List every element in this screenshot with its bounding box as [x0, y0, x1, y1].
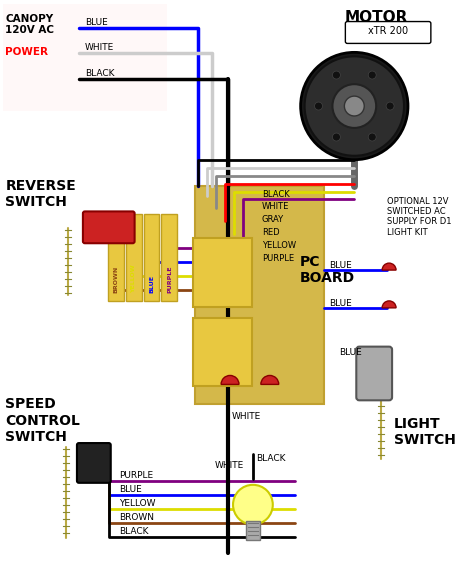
- Circle shape: [332, 71, 340, 79]
- Circle shape: [345, 96, 364, 116]
- Text: WHITE: WHITE: [215, 461, 245, 470]
- Text: BROWN: BROWN: [118, 513, 154, 521]
- Text: SPEED
CONTROL
SWITCH: SPEED CONTROL SWITCH: [5, 398, 80, 444]
- Circle shape: [305, 56, 404, 156]
- Text: BLUE: BLUE: [118, 485, 141, 494]
- FancyBboxPatch shape: [83, 211, 135, 243]
- Text: YELLOW: YELLOW: [131, 264, 136, 293]
- Text: BLACK: BLACK: [118, 527, 148, 536]
- Wedge shape: [382, 301, 396, 308]
- Text: PC
BOARD: PC BOARD: [300, 255, 355, 285]
- Text: WHITE: WHITE: [262, 202, 289, 211]
- FancyBboxPatch shape: [126, 214, 142, 301]
- Text: BLUE: BLUE: [85, 18, 108, 27]
- Text: BLUE: BLUE: [329, 261, 352, 270]
- Text: GRAY: GRAY: [262, 215, 284, 224]
- FancyBboxPatch shape: [162, 214, 177, 301]
- Text: BLACK: BLACK: [85, 69, 114, 78]
- Text: YELLOW: YELLOW: [118, 499, 155, 508]
- Text: BROWN: BROWN: [113, 266, 118, 293]
- Wedge shape: [221, 375, 239, 385]
- FancyBboxPatch shape: [356, 346, 392, 400]
- Text: BLUE: BLUE: [339, 348, 362, 357]
- Text: xTR 200: xTR 200: [368, 26, 408, 36]
- Text: BLUE: BLUE: [149, 275, 154, 293]
- Text: BLUE: BLUE: [329, 299, 352, 308]
- Text: POWER: POWER: [5, 47, 48, 57]
- FancyBboxPatch shape: [3, 3, 167, 111]
- Text: WHITE: WHITE: [232, 412, 261, 421]
- Text: PURPLE: PURPLE: [262, 254, 294, 263]
- Text: PURPLE: PURPLE: [118, 471, 153, 480]
- Circle shape: [233, 485, 273, 525]
- Text: WHITE: WHITE: [85, 43, 114, 52]
- Circle shape: [315, 102, 322, 110]
- FancyBboxPatch shape: [195, 186, 325, 404]
- Text: CANOPY
120V AC: CANOPY 120V AC: [5, 14, 55, 35]
- Circle shape: [386, 102, 394, 110]
- FancyBboxPatch shape: [77, 443, 111, 483]
- Circle shape: [301, 52, 408, 160]
- Wedge shape: [382, 263, 396, 270]
- Text: LIGHT
SWITCH: LIGHT SWITCH: [394, 417, 456, 448]
- Text: MOTOR: MOTOR: [345, 10, 408, 24]
- Text: BLACK: BLACK: [256, 454, 285, 463]
- Circle shape: [368, 133, 376, 141]
- FancyBboxPatch shape: [193, 318, 252, 386]
- Text: BLACK: BLACK: [262, 190, 290, 199]
- Circle shape: [368, 71, 376, 79]
- Text: REVERSE
SWITCH: REVERSE SWITCH: [5, 178, 76, 209]
- Wedge shape: [261, 375, 279, 385]
- Circle shape: [332, 84, 376, 128]
- Text: OPTIONAL 12V
SWITCHED AC
SUPPLY FOR D1
LIGHT KIT: OPTIONAL 12V SWITCHED AC SUPPLY FOR D1 L…: [387, 197, 452, 237]
- Text: RED: RED: [262, 228, 280, 237]
- Text: PURPLE: PURPLE: [167, 265, 172, 293]
- Circle shape: [332, 133, 340, 141]
- Text: YELLOW: YELLOW: [262, 241, 296, 250]
- FancyBboxPatch shape: [246, 521, 260, 541]
- FancyBboxPatch shape: [144, 214, 159, 301]
- FancyBboxPatch shape: [193, 238, 252, 307]
- FancyBboxPatch shape: [108, 214, 124, 301]
